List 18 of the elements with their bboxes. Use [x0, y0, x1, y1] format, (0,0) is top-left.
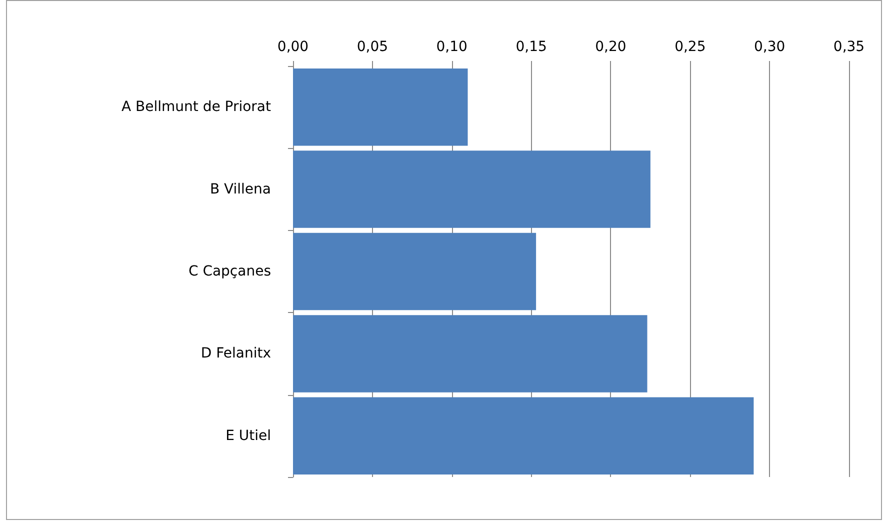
- bar: [293, 397, 754, 475]
- bar: [293, 315, 648, 392]
- x-tick-label: 0,10: [436, 39, 468, 55]
- y-tick-label: B Villena: [210, 181, 271, 198]
- bar: [293, 150, 650, 228]
- x-tick-label: 0,20: [595, 39, 626, 55]
- y-tick-label: D Felanitx: [200, 346, 271, 362]
- bar: [293, 68, 468, 146]
- x-tick-label: 0,00: [277, 39, 309, 55]
- x-tick-label: 0,35: [833, 39, 865, 55]
- x-tick-label: 0,15: [516, 39, 547, 55]
- y-tick-label: A Bellmunt de Priorat: [121, 99, 272, 116]
- y-tick-label: E Utiel: [226, 428, 271, 444]
- x-tick-label: 0,30: [754, 39, 786, 55]
- x-tick-label: 0,05: [356, 39, 388, 55]
- x-tick-label: 0,25: [674, 39, 706, 55]
- bar: [293, 232, 536, 310]
- y-tick-label: C Capçanes: [188, 264, 271, 280]
